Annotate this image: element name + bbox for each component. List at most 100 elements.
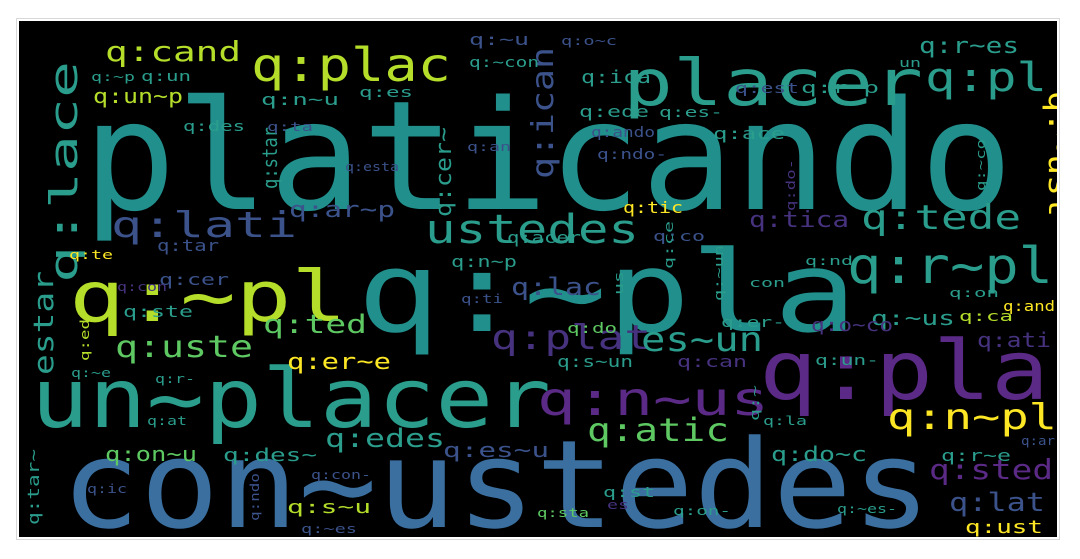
word-ustedes: ustedes bbox=[425, 207, 639, 253]
word-q-co-tilde: q:~co bbox=[974, 139, 988, 191]
word-q-ace: q:ace bbox=[713, 124, 785, 143]
word-un-placer: un~placer bbox=[31, 352, 551, 447]
word-q-us: q:~us bbox=[871, 306, 955, 330]
word-cloud: platicando con~ustedes q:~pla un~placer … bbox=[19, 21, 1057, 537]
word-q-te: q:te bbox=[69, 248, 113, 262]
cloud-background bbox=[19, 21, 1057, 537]
word-q-o-co: q:o~co bbox=[811, 315, 893, 336]
word-q-pla-tilde: q:~pla bbox=[357, 228, 857, 358]
word-q-ste: q:ste bbox=[123, 302, 193, 321]
word-q-lac: q:lac bbox=[511, 273, 601, 301]
word-q-cand: q:cand bbox=[105, 35, 241, 68]
word-q-es: q:es bbox=[359, 85, 413, 101]
word-q-ted: q:ted bbox=[263, 310, 367, 340]
word-q-tar: q:tar bbox=[157, 236, 219, 255]
word-un: un bbox=[899, 56, 921, 70]
word-q-an: q:an bbox=[467, 140, 511, 154]
word-q-ando: q:ando bbox=[591, 125, 655, 141]
word-q-es-tilde-dash: q:~es- bbox=[837, 502, 897, 516]
word-q-la: q:la bbox=[763, 414, 807, 428]
word-estar: estar bbox=[27, 271, 60, 375]
word-es-un: es~un bbox=[641, 320, 763, 360]
word-q-ica: q:ica bbox=[581, 67, 651, 88]
word-q-do: q:do bbox=[567, 321, 617, 337]
word-q-un: q:un bbox=[141, 69, 191, 85]
word-q-ti: q:ti bbox=[461, 292, 503, 306]
word-us: us bbox=[612, 271, 626, 295]
word-q-s-u: q:s~u bbox=[287, 497, 371, 518]
word-q-ede: q:ede bbox=[579, 102, 649, 121]
word-q-p-tilde: q:~p bbox=[91, 70, 135, 84]
word-q-pl-tilde: q:~pl bbox=[69, 256, 347, 338]
word-q-lati: q:lati bbox=[111, 205, 297, 246]
word-q-es-: q:es- bbox=[659, 105, 723, 121]
word-q-can: q:can bbox=[677, 352, 747, 371]
word-q-on-u: q:on~u bbox=[105, 442, 197, 466]
word-q-r-p: q:r~p bbox=[801, 78, 879, 97]
word-q-un-p: q:un~p bbox=[93, 84, 183, 108]
word-q-st: q:st bbox=[603, 485, 655, 501]
word-es: es bbox=[607, 498, 629, 512]
word-q-ca: q:ca bbox=[959, 309, 1013, 325]
word-q-tede: q:tede bbox=[861, 198, 1021, 238]
word-placer: placer bbox=[623, 47, 923, 121]
word-q-ar: q:ar bbox=[1021, 434, 1055, 448]
word-q-ndo: q:ndo bbox=[248, 473, 262, 521]
word-q-n-pl: q:n~pl bbox=[887, 397, 1057, 438]
word-q-r-es: q:r~es bbox=[919, 34, 1019, 59]
word-q-acer: q:acer bbox=[507, 228, 581, 247]
word-q-esta: q:esta bbox=[345, 160, 399, 174]
word-q-des: q:des bbox=[183, 119, 245, 135]
word-q-con: q:con bbox=[117, 280, 167, 294]
word-con: con bbox=[749, 276, 785, 290]
word-q-est: q:est bbox=[735, 81, 799, 97]
word-q-con-tilde: q:~con bbox=[469, 55, 539, 71]
word-q-do-dash: q:do- bbox=[784, 159, 798, 211]
word-q-s-un: q:s~un bbox=[557, 352, 633, 371]
word-q-lace: q:lace bbox=[42, 61, 86, 283]
word-q-n-p: q:n~p bbox=[451, 252, 517, 271]
word-q-ndo-: q:ndo- bbox=[597, 147, 667, 163]
word-q-ta: q:ta bbox=[267, 120, 313, 134]
word-q-ust: q:ust bbox=[965, 517, 1043, 537]
word-q-cer: q:cer~ bbox=[432, 127, 457, 217]
word-q-uste: q:uste bbox=[115, 330, 253, 365]
word-q-r-e: q:r~e bbox=[941, 446, 1011, 465]
word-q-un-tilde: q:~un bbox=[712, 245, 726, 301]
word-q-at: q:at bbox=[147, 414, 187, 428]
word-q-n-us: q:n~us bbox=[537, 372, 769, 426]
word-q-plac: q:plac bbox=[251, 38, 451, 92]
word-q-on-dash: q:on- bbox=[673, 504, 731, 518]
word-q-ati: q:ati bbox=[977, 328, 1051, 352]
word-q-sta: q:sta bbox=[537, 506, 589, 520]
word-q-es-tilde: q:~es bbox=[301, 522, 357, 536]
word-q-ed: q:ed bbox=[78, 319, 92, 361]
word-q-es-u: q:es~u bbox=[443, 438, 549, 462]
word-q-ic: q:ic bbox=[87, 482, 127, 496]
word-q-star: q:star bbox=[258, 127, 282, 189]
word-q-and: q:and bbox=[1003, 299, 1055, 315]
word-q-cer-small: q:cer bbox=[159, 270, 230, 289]
word-q-e-tilde: q:~e bbox=[71, 366, 111, 380]
word-q-ican: q:ican bbox=[526, 47, 561, 179]
word-q-r-pl: q:r~pl bbox=[847, 237, 1053, 295]
word-q-pl: q:pl bbox=[925, 55, 1047, 101]
word-q-o-c: q:o~c bbox=[561, 34, 617, 48]
word-q-atic: q:atic bbox=[587, 411, 729, 449]
word-q-co: q:co bbox=[653, 229, 705, 245]
word-q-do-c: q:do~c bbox=[771, 442, 867, 466]
word-q-un-: q:un- bbox=[815, 353, 879, 369]
word-q-on: q:on bbox=[949, 286, 999, 300]
word-q-u: q:~u bbox=[469, 30, 529, 49]
word-q-des-tilde: q:des~ bbox=[223, 445, 317, 466]
word-q-ust-tilde: q:~ust bbox=[1041, 91, 1057, 217]
word-platicando: platicando bbox=[83, 68, 1013, 245]
word-q-r-dash: q:r- bbox=[155, 372, 195, 386]
word-q-tar-tilde: q:tar~ bbox=[24, 449, 43, 525]
word-q-pla: q:pla bbox=[759, 324, 1049, 419]
word-q-plat: q:plat bbox=[491, 318, 651, 358]
word-q-tica: q:tica bbox=[749, 208, 849, 233]
word-q-edes: q:edes bbox=[325, 424, 445, 454]
word-q-con-dash: q:con- bbox=[311, 468, 371, 482]
word-q-ce: q:ce bbox=[662, 221, 676, 269]
